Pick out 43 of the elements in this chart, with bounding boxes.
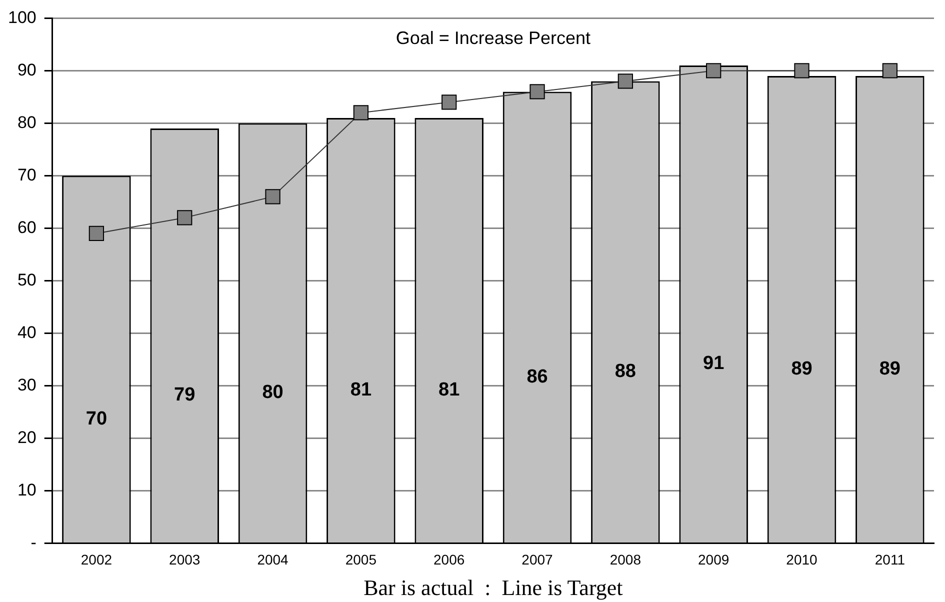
data-label: 79: [174, 384, 196, 406]
text: Bar is actual : Line is Target: [364, 574, 623, 600]
x-tick-label: 2010: [786, 551, 818, 568]
x-tick-label: 2002: [80, 551, 112, 568]
y-tick-label: 10: [17, 480, 36, 500]
y-tick-label: 60: [17, 218, 36, 237]
point: [882, 63, 898, 78]
x-tick-label: 2006: [434, 551, 465, 568]
point: [265, 189, 280, 204]
data-label: 70: [86, 408, 108, 430]
point: [706, 63, 722, 78]
point: [353, 105, 369, 120]
y-tick-label: 100: [8, 8, 36, 27]
x-tick-label: 2009: [698, 551, 730, 568]
point: [177, 210, 192, 226]
x-tick-label: 2003: [169, 551, 200, 568]
x-tick-label: 2005: [345, 551, 377, 568]
x-tick-label: 2008: [610, 551, 642, 568]
data-label: 89: [879, 358, 900, 380]
point: [530, 84, 545, 100]
x-tick-label: 2007: [522, 551, 554, 568]
data-label: 81: [438, 379, 460, 400]
x-tick-label: 2004: [257, 551, 289, 568]
data-label: 88: [614, 361, 636, 382]
data-label: 86: [526, 366, 548, 388]
y-tick-label: 90: [17, 60, 36, 80]
data-label: 80: [262, 382, 284, 404]
point: [88, 226, 104, 242]
y-tick-label: 70: [17, 165, 36, 184]
point: [794, 63, 810, 78]
y-tick-label: 80: [17, 112, 36, 132]
text: Goal = Increase Percent: [396, 28, 590, 48]
y-tick-label: 50: [17, 270, 36, 290]
y-tick-label: 20: [17, 428, 36, 447]
data-label: 89: [791, 358, 812, 380]
point: [618, 74, 633, 89]
y-tick-label: -: [30, 532, 36, 552]
data-label: 81: [350, 379, 372, 400]
x-tick-label: 2011: [874, 551, 906, 568]
point: [442, 94, 457, 110]
y-tick-label: 40: [17, 322, 36, 342]
y-tick-label: 30: [17, 375, 36, 394]
data-label: 91: [703, 353, 725, 374]
